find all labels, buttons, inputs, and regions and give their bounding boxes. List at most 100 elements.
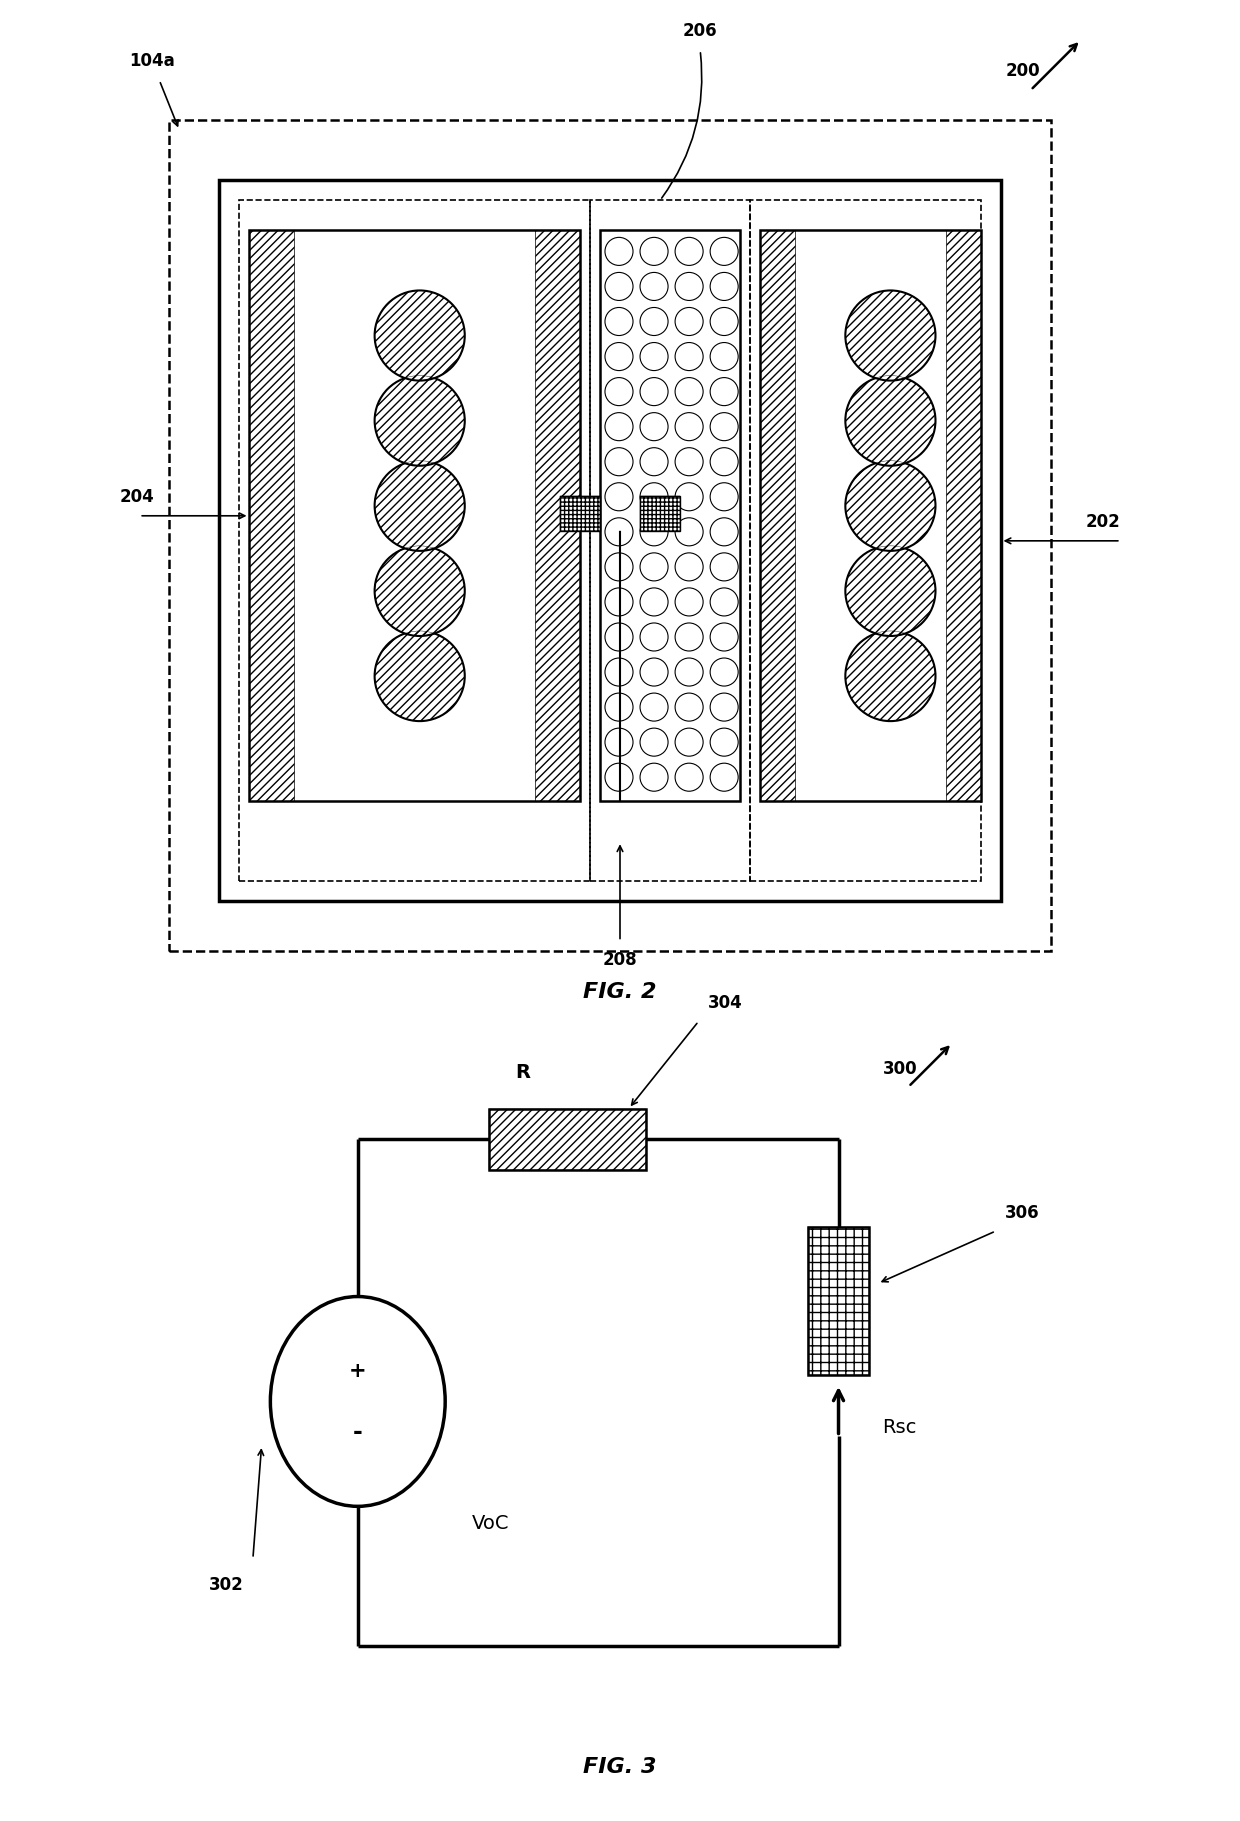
- Circle shape: [640, 588, 668, 615]
- Text: 206: 206: [683, 22, 718, 40]
- Circle shape: [846, 546, 935, 636]
- Circle shape: [605, 517, 634, 546]
- Circle shape: [605, 694, 634, 721]
- Circle shape: [675, 657, 703, 687]
- Circle shape: [640, 694, 668, 721]
- Circle shape: [675, 483, 703, 510]
- Text: 304: 304: [707, 994, 743, 1012]
- Text: VoC: VoC: [471, 1515, 508, 1533]
- Circle shape: [374, 290, 465, 381]
- Bar: [946, 231, 981, 801]
- Circle shape: [640, 517, 668, 546]
- Circle shape: [675, 728, 703, 756]
- Circle shape: [711, 413, 738, 441]
- Text: 306: 306: [1004, 1204, 1039, 1222]
- Circle shape: [374, 375, 465, 466]
- Text: 302: 302: [210, 1577, 244, 1593]
- Text: Rsc: Rsc: [882, 1419, 916, 1437]
- Circle shape: [605, 623, 634, 650]
- Circle shape: [374, 630, 465, 721]
- Circle shape: [640, 377, 668, 406]
- Circle shape: [846, 461, 935, 550]
- Circle shape: [675, 308, 703, 335]
- Circle shape: [675, 413, 703, 441]
- Circle shape: [640, 623, 668, 650]
- Bar: [760, 231, 795, 801]
- Circle shape: [640, 413, 668, 441]
- Bar: [489, 1109, 646, 1169]
- Circle shape: [711, 237, 738, 266]
- Circle shape: [605, 657, 634, 687]
- Bar: [640, 495, 680, 532]
- Circle shape: [640, 342, 668, 371]
- Circle shape: [846, 375, 935, 466]
- Circle shape: [605, 588, 634, 615]
- Text: FIG. 3: FIG. 3: [583, 1757, 657, 1777]
- Circle shape: [711, 623, 738, 650]
- Bar: [239, 200, 590, 881]
- Circle shape: [675, 377, 703, 406]
- Circle shape: [675, 554, 703, 581]
- Bar: [590, 200, 750, 881]
- Text: +: +: [348, 1360, 367, 1380]
- Circle shape: [605, 237, 634, 266]
- Circle shape: [711, 517, 738, 546]
- Circle shape: [711, 273, 738, 300]
- Circle shape: [711, 728, 738, 756]
- Circle shape: [675, 273, 703, 300]
- Circle shape: [605, 728, 634, 756]
- Text: 204: 204: [119, 488, 154, 506]
- Text: 200: 200: [1006, 62, 1040, 80]
- Circle shape: [640, 448, 668, 475]
- Circle shape: [605, 273, 634, 300]
- Circle shape: [640, 554, 668, 581]
- Text: R: R: [515, 1063, 531, 1082]
- Bar: [640, 495, 680, 532]
- Circle shape: [374, 546, 465, 636]
- Circle shape: [711, 483, 738, 510]
- Circle shape: [675, 448, 703, 475]
- Ellipse shape: [270, 1297, 445, 1506]
- Circle shape: [605, 763, 634, 790]
- Circle shape: [640, 657, 668, 687]
- Circle shape: [711, 308, 738, 335]
- Circle shape: [605, 448, 634, 475]
- Circle shape: [605, 377, 634, 406]
- Circle shape: [675, 588, 703, 615]
- Circle shape: [711, 588, 738, 615]
- Circle shape: [711, 694, 738, 721]
- Circle shape: [711, 657, 738, 687]
- Bar: [249, 231, 580, 801]
- Circle shape: [711, 342, 738, 371]
- Circle shape: [640, 237, 668, 266]
- Circle shape: [605, 342, 634, 371]
- Bar: [170, 120, 1050, 951]
- Bar: [249, 231, 294, 801]
- Text: FIG. 2: FIG. 2: [583, 982, 657, 1002]
- Bar: [560, 495, 600, 532]
- Bar: [489, 1109, 646, 1169]
- Circle shape: [675, 517, 703, 546]
- Bar: [600, 231, 740, 801]
- Circle shape: [640, 273, 668, 300]
- Bar: [750, 200, 981, 881]
- Text: 202: 202: [1086, 514, 1121, 532]
- Bar: [560, 495, 600, 532]
- Circle shape: [605, 483, 634, 510]
- Circle shape: [846, 630, 935, 721]
- Circle shape: [711, 554, 738, 581]
- Bar: [808, 1227, 869, 1375]
- Circle shape: [640, 483, 668, 510]
- Circle shape: [640, 763, 668, 790]
- Text: 300: 300: [883, 1060, 918, 1078]
- Circle shape: [675, 694, 703, 721]
- Circle shape: [711, 377, 738, 406]
- Circle shape: [605, 413, 634, 441]
- Bar: [534, 231, 580, 801]
- Circle shape: [640, 728, 668, 756]
- Circle shape: [675, 763, 703, 790]
- Circle shape: [675, 623, 703, 650]
- Text: 104a: 104a: [129, 53, 175, 69]
- Bar: [760, 231, 981, 801]
- Circle shape: [605, 308, 634, 335]
